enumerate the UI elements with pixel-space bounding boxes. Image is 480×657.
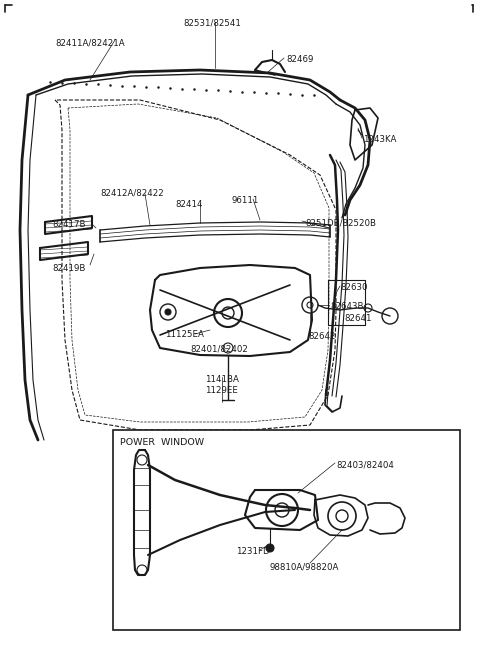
Text: 82401/82402: 82401/82402 — [190, 345, 248, 354]
Text: 82419B: 82419B — [52, 264, 85, 273]
Bar — [113, 430, 460, 630]
Text: 82641: 82641 — [344, 314, 372, 323]
Text: 82414: 82414 — [175, 200, 203, 209]
Text: 82417B: 82417B — [52, 220, 85, 229]
Circle shape — [165, 309, 171, 315]
Text: 1129EE: 1129EE — [205, 386, 238, 395]
Text: 82411A/82421A: 82411A/82421A — [55, 38, 125, 47]
Text: 82531/82541: 82531/82541 — [183, 18, 241, 27]
Text: 1141BA: 1141BA — [205, 375, 239, 384]
Text: 96111: 96111 — [232, 196, 259, 205]
Text: 82412A/82422: 82412A/82422 — [100, 188, 164, 197]
Text: 82643B: 82643B — [330, 302, 363, 311]
Text: 98810A/98820A: 98810A/98820A — [270, 562, 339, 571]
Text: 1243KA: 1243KA — [363, 135, 396, 144]
Text: 82469: 82469 — [286, 55, 313, 64]
Text: 82403/82404: 82403/82404 — [336, 460, 394, 469]
Text: POWER  WINDOW: POWER WINDOW — [120, 438, 204, 447]
Circle shape — [266, 544, 274, 552]
Text: 1231FD: 1231FD — [236, 547, 270, 556]
Text: 8251DB/82520B: 8251DB/82520B — [305, 218, 376, 227]
Text: 82630: 82630 — [340, 283, 368, 292]
Text: 11125EA: 11125EA — [165, 330, 204, 339]
Text: 82642: 82642 — [308, 332, 336, 341]
